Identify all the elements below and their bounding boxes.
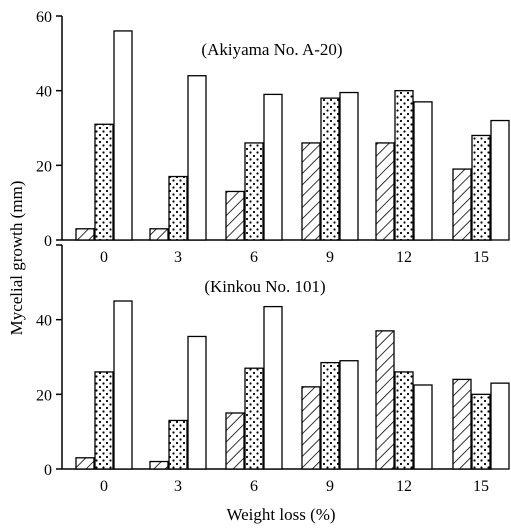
bar-akiyama-hatched-3 (149, 228, 169, 241)
bar-akiyama-hatched-9 (301, 142, 321, 241)
bar-akiyama-dotted-3 (168, 175, 188, 241)
panel-akiyama: (Akiyama No. A-20) 0 20 40 60 0 3 6 9 12 15 (36, 9, 510, 266)
x-tick-label-akiyama-6: 6 (250, 249, 258, 266)
x-tick-label-kinkou-15: 15 (473, 478, 489, 495)
y-tick-label-kinkou-20: 20 (36, 387, 52, 404)
panel-title-akiyama: (Akiyama No. A-20) (201, 40, 342, 59)
bar-kinkou-dotted-0 (94, 371, 114, 470)
bar-kinkou-open-12 (413, 384, 433, 470)
bar-kinkou-hatched-6 (225, 412, 245, 470)
bar-akiyama-hatched-15 (452, 168, 472, 241)
bar-kinkou-open-3 (187, 335, 207, 470)
bar-kinkou-open-0 (113, 300, 133, 470)
bar-kinkou-hatched-9 (301, 386, 321, 470)
x-tick-label-akiyama-3: 3 (174, 249, 182, 266)
bar-kinkou-hatched-15 (452, 378, 472, 470)
bar-akiyama-open-3 (187, 75, 207, 241)
bar-kinkou-dotted-6 (244, 367, 264, 470)
x-tick-label-kinkou-9: 9 (326, 478, 334, 495)
panel-title-kinkou: (Kinkou No. 101) (204, 277, 325, 296)
bar-akiyama-hatched-6 (225, 190, 245, 241)
bar-akiyama-open-9 (339, 91, 359, 241)
y-tick-label-kinkou-40: 40 (36, 313, 52, 330)
bar-akiyama-hatched-0 (75, 228, 95, 241)
y-tick-label-kinkou-0: 0 (44, 462, 52, 479)
x-tick-label-akiyama-0: 0 (100, 249, 108, 266)
bar-akiyama-open-15 (490, 119, 510, 241)
x-tick-label-kinkou-12: 12 (396, 478, 412, 495)
bar-akiyama-dotted-0 (94, 123, 114, 241)
bar-akiyama-open-6 (263, 93, 283, 241)
bar-kinkou-open-15 (490, 382, 510, 470)
bar-akiyama-dotted-15 (471, 134, 491, 241)
x-tick-label-akiyama-9: 9 (326, 249, 334, 266)
x-tick-label-kinkou-6: 6 (250, 478, 258, 495)
bar-kinkou-hatched-0 (75, 457, 95, 470)
y-axis-label: Mycelial growth (mm) (7, 181, 26, 336)
bar-kinkou-hatched-12 (375, 330, 395, 470)
x-tick-label-akiyama-12: 12 (396, 249, 412, 266)
bar-kinkou-dotted-9 (320, 361, 340, 470)
bar-kinkou-dotted-15 (471, 393, 491, 470)
panel-kinkou: (Kinkou No. 101) 0 20 40 0 3 6 9 12 15 (36, 244, 510, 495)
bar-akiyama-hatched-12 (375, 142, 395, 241)
bar-akiyama-dotted-6 (244, 142, 264, 241)
x-tick-label-kinkou-0: 0 (100, 478, 108, 495)
x-tick-label-kinkou-3: 3 (174, 478, 182, 495)
bar-kinkou-dotted-3 (168, 419, 188, 470)
y-tick-label-akiyama-60: 60 (36, 9, 52, 26)
y-tick-label-akiyama-20: 20 (36, 158, 52, 175)
x-tick-label-akiyama-15: 15 (473, 249, 489, 266)
bar-kinkou-dotted-12 (394, 371, 414, 470)
bar-kinkou-open-9 (339, 360, 359, 470)
x-axis-label: Weight loss (%) (226, 505, 335, 524)
bar-akiyama-dotted-9 (320, 97, 340, 241)
y-tick-label-akiyama-0: 0 (44, 233, 52, 250)
bar-akiyama-open-12 (413, 101, 433, 241)
bar-akiyama-dotted-12 (394, 90, 414, 241)
bar-akiyama-open-0 (113, 30, 133, 241)
bar-kinkou-hatched-3 (149, 460, 169, 470)
bar-kinkou-open-6 (263, 305, 283, 470)
y-tick-label-akiyama-40: 40 (36, 84, 52, 101)
